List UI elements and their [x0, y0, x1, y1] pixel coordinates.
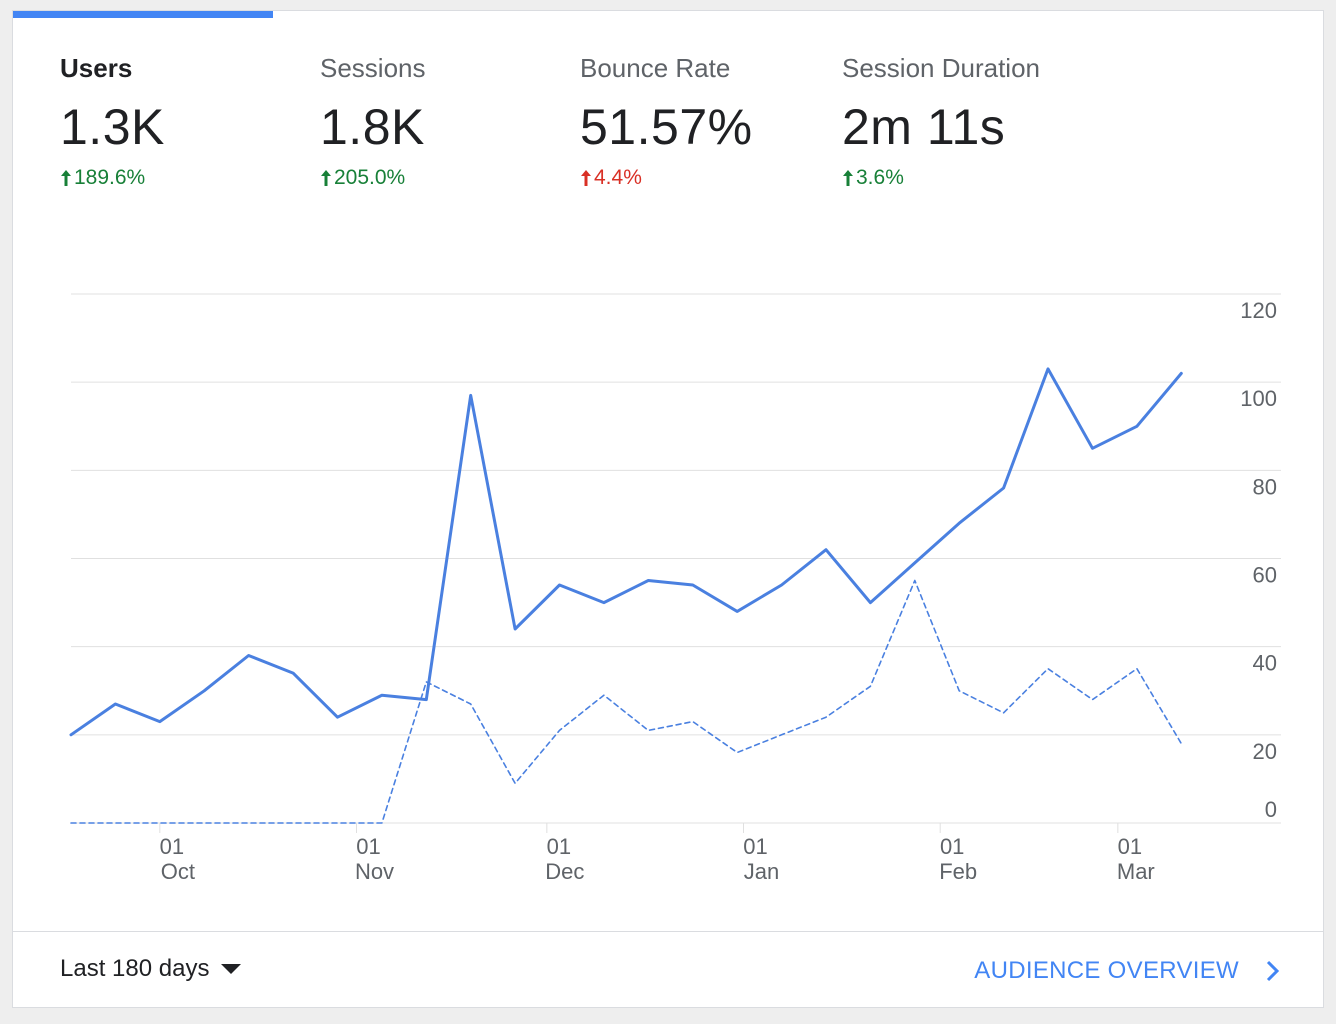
x-tick-day-label: 01 [547, 834, 571, 859]
date-range-label: Last 180 days [60, 955, 210, 982]
x-tick-month-label: Dec [545, 859, 584, 884]
arrow-up-icon [321, 170, 331, 186]
y-tick-label: 60 [1253, 563, 1277, 588]
metric-value: 2m 11s [842, 99, 1006, 155]
audience-card: Users 1.3K 189.6% Sessions 1.8K 205.0% B… [12, 10, 1324, 1008]
metric-tab-users[interactable]: Users 1.3K 189.6% [60, 53, 165, 190]
metric-change: 205.0% [320, 166, 426, 190]
arrow-up-icon [61, 170, 71, 186]
metric-change-value: 3.6% [856, 166, 904, 189]
metric-label: Users [60, 53, 133, 83]
metric-change: 3.6% [842, 166, 1040, 190]
x-tick-month-label: Mar [1117, 859, 1155, 884]
metric-label: Session Duration [842, 53, 1040, 83]
metric-tab-bounce-rate[interactable]: Bounce Rate 51.57% 4.4% [580, 53, 753, 190]
chevron-right-icon [1266, 960, 1280, 982]
y-tick-label: 80 [1253, 474, 1277, 499]
date-range-dropdown[interactable]: Last 180 days [60, 955, 242, 983]
metric-label: Bounce Rate [580, 53, 731, 83]
audience-overview-link[interactable]: AUDIENCE OVERVIEW [974, 957, 1281, 985]
metric-change-value: 205.0% [334, 166, 406, 189]
x-tick-day-label: 01 [356, 834, 380, 859]
metric-label: Sessions [320, 53, 426, 83]
audience-overview-label: AUDIENCE OVERVIEW [974, 957, 1239, 984]
metric-value: 1.3K [60, 99, 165, 155]
caret-down-icon [221, 964, 242, 974]
x-tick-month-label: Nov [355, 859, 394, 884]
metric-tab-sessions[interactable]: Sessions 1.8K 205.0% [320, 53, 426, 190]
active-tab-indicator [13, 11, 273, 18]
y-tick-label: 0 [1265, 797, 1277, 822]
metric-change: 4.4% [580, 166, 753, 190]
arrow-up-icon [843, 170, 853, 186]
previous-period-line [70, 579, 1183, 824]
users-line-chart: 02040608010012001Oct01Nov01Dec01Jan01Feb… [69, 293, 1281, 884]
x-tick-month-label: Oct [161, 859, 195, 884]
metric-value: 1.8K [320, 99, 425, 155]
arrow-up-icon [581, 170, 591, 186]
metric-tab-session-duration[interactable]: Session Duration 2m 11s 3.6% [842, 53, 1040, 190]
x-tick-month-label: Feb [939, 859, 977, 884]
y-tick-label: 120 [1240, 298, 1277, 323]
x-tick-day-label: 01 [940, 834, 964, 859]
y-tick-label: 20 [1253, 739, 1277, 764]
x-tick-day-label: 01 [1118, 834, 1142, 859]
footer-divider [13, 931, 1323, 932]
y-tick-label: 100 [1240, 386, 1277, 411]
x-tick-day-label: 01 [743, 834, 767, 859]
current-period-line [69, 367, 1183, 737]
metric-change: 189.6% [60, 166, 165, 190]
metric-change-value: 189.6% [74, 166, 146, 189]
metric-value: 51.57% [580, 99, 753, 155]
x-tick-day-label: 01 [160, 834, 184, 859]
y-tick-label: 40 [1253, 651, 1277, 676]
metric-change-value: 4.4% [594, 166, 642, 189]
x-tick-month-label: Jan [744, 859, 779, 884]
